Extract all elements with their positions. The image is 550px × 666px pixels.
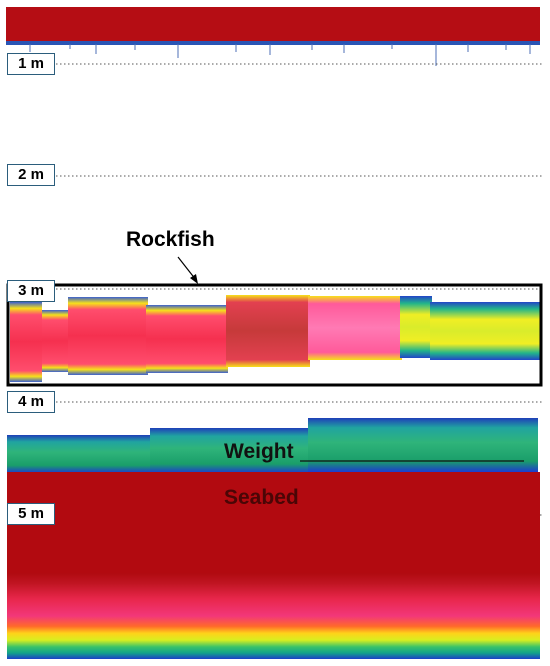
weight-annotation: Weight (224, 440, 294, 463)
rockfish-highlight-box (6, 283, 543, 387)
depth-label-5m: 5 m (7, 503, 55, 525)
surface-echo-spikes (29, 44, 531, 66)
rockfish-annotation: Rockfish (126, 228, 215, 251)
seabed-lower-echo (7, 573, 540, 659)
depth-label-2m: 2 m (7, 164, 55, 186)
surface-echo-fringe (6, 41, 540, 45)
depth-label-4m: 4 m (7, 391, 55, 413)
depth-label-3m: 3 m (7, 280, 55, 302)
seabed-echo (7, 472, 540, 576)
seabed-annotation: Seabed (224, 486, 299, 509)
weight-echo (7, 418, 538, 473)
rockfish-arrow (177, 256, 198, 284)
surface-echo-band (6, 7, 540, 42)
rockfish-echo (10, 295, 540, 382)
depth-label-1m: 1 m (7, 53, 55, 75)
